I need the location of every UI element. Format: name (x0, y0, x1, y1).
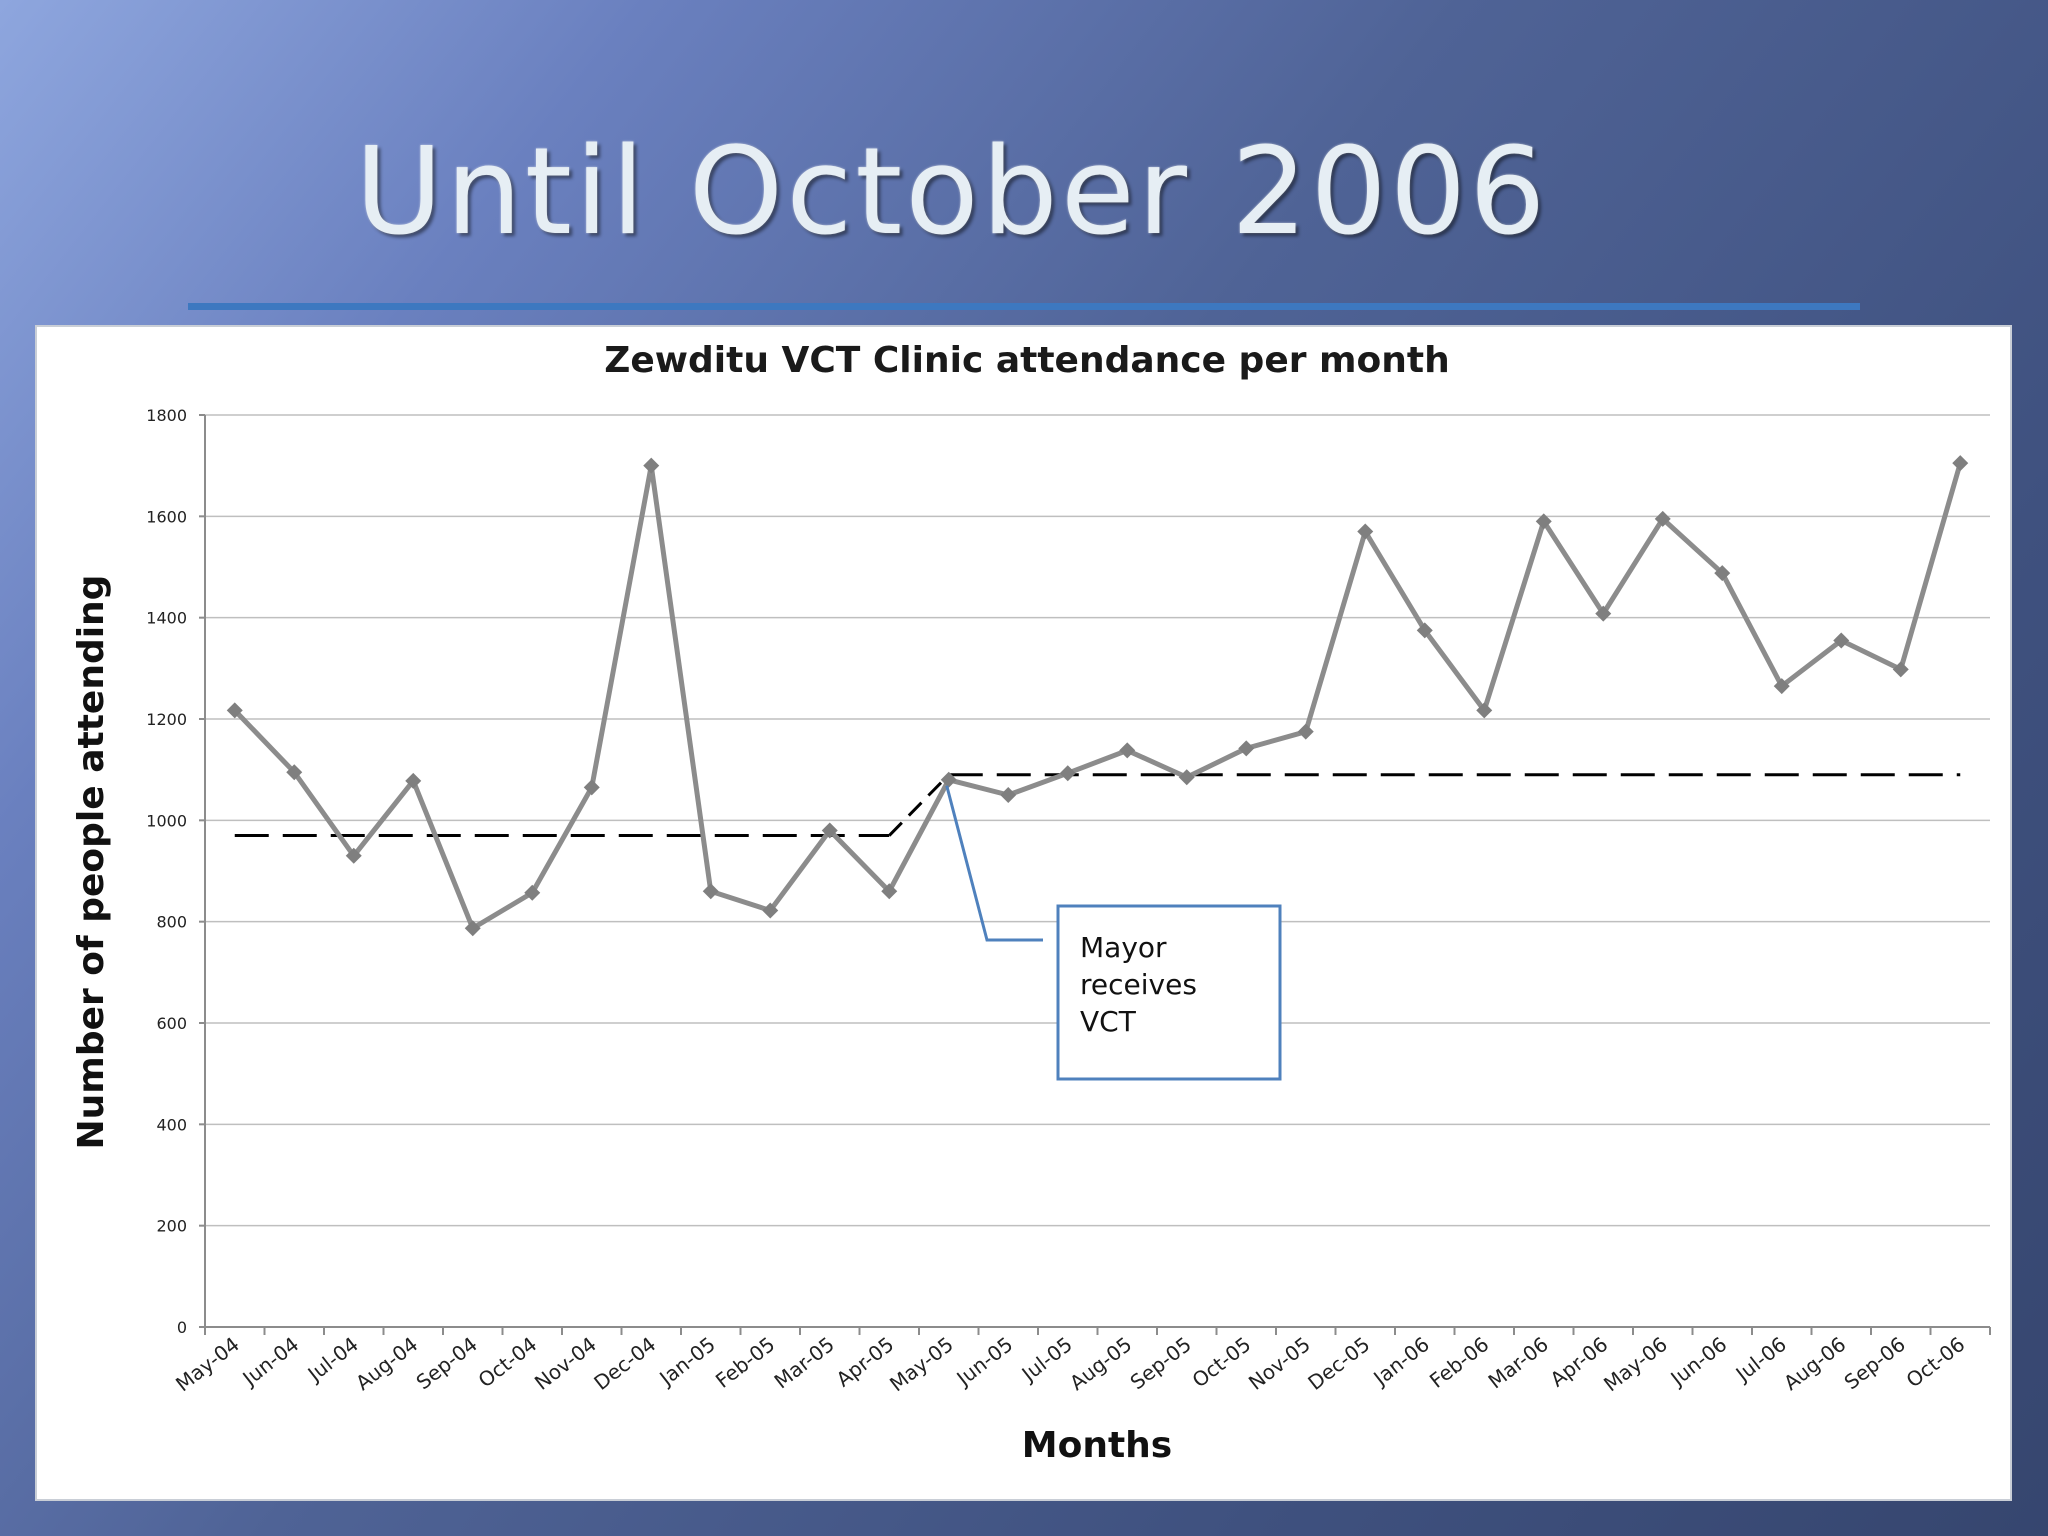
x-tick-label: Oct-05 (1188, 1332, 1256, 1392)
x-axis-title: Months (1022, 1425, 1172, 1466)
x-tick-label: Sep-05 (1126, 1332, 1196, 1394)
x-tick-label: Feb-06 (1425, 1332, 1493, 1393)
data-point-Sep-06 (1892, 661, 1909, 678)
y-tick-label: 1800 (146, 406, 187, 425)
chart-panel: Zewditu VCT Clinic attendance per month … (35, 325, 2012, 1501)
data-point-May-04 (226, 702, 243, 719)
x-tick-label: Sep-04 (412, 1332, 482, 1394)
x-tick-label: Nov-04 (530, 1332, 601, 1395)
data-point-Dec-05 (1357, 523, 1374, 540)
data-point-Apr-06 (1595, 605, 1612, 622)
data-point-Sep-04 (464, 920, 481, 937)
data-point-Nov-05 (1297, 723, 1314, 740)
data-point-Mar-05 (821, 822, 838, 839)
data-point-Jun-06 (1714, 565, 1731, 582)
x-tick-label: Mar-06 (1484, 1332, 1553, 1393)
x-tick-label: Jun-05 (951, 1332, 1018, 1391)
title-underline (188, 303, 1860, 310)
data-point-Jan-06 (1416, 622, 1433, 639)
callout-text-line: Mayor (1080, 931, 1167, 964)
data-point-Aug-04 (405, 772, 422, 789)
callout-text-line: receives (1080, 968, 1197, 1001)
y-tick-label: 1600 (146, 507, 187, 526)
data-point-Jan-05 (702, 883, 719, 900)
x-tick-label: Sep-06 (1840, 1332, 1910, 1394)
callout-text-line: VCT (1080, 1005, 1137, 1038)
y-tick-label: 800 (156, 913, 187, 932)
data-point-May-06 (1654, 510, 1671, 527)
callout-leader-line (945, 785, 1043, 942)
gridlines (205, 414, 1990, 1328)
data-point-Jul-04 (345, 847, 362, 864)
attendance-series (226, 455, 1969, 937)
data-point-Aug-06 (1833, 632, 1850, 649)
data-point-Feb-06 (1476, 702, 1493, 719)
data-point-Sep-05 (1178, 769, 1195, 786)
axes (199, 414, 1991, 1335)
x-tick-label: Oct-04 (474, 1332, 542, 1392)
y-tick-labels: 0 200 400 600 800 1000 1200 1400 1600 1800 (146, 406, 187, 1337)
x-tick-label: May-04 (171, 1332, 244, 1396)
data-point-Oct-06 (1952, 455, 1969, 472)
x-tick-label: Dec-05 (1303, 1332, 1374, 1395)
attendance-line (232, 462, 1963, 931)
y-tick-label: 1000 (146, 811, 187, 830)
x-tick-label: Jun-06 (1665, 1332, 1732, 1391)
chart-title: Zewditu VCT Clinic attendance per month (604, 340, 1450, 381)
x-tick-label: Feb-05 (711, 1332, 779, 1393)
y-tick-label: 1200 (146, 710, 187, 729)
attendance-line-chart: Zewditu VCT Clinic attendance per month … (71, 340, 1991, 1466)
baseline-step (888, 773, 950, 837)
y-tick-label: 600 (156, 1014, 187, 1033)
mayor-callout: Mayor receives VCT (945, 785, 1282, 1081)
callout-box (1056, 904, 1282, 1081)
data-point-May-05 (940, 771, 957, 788)
baseline-lines (234, 773, 1961, 838)
x-tick-label: Oct-06 (1902, 1332, 1970, 1392)
y-tick-label: 200 (156, 1217, 187, 1236)
y-tick-label: 1400 (146, 609, 187, 628)
data-point-Oct-05 (1238, 740, 1255, 757)
x-tick-label: Aug-04 (351, 1332, 422, 1395)
data-point-Aug-05 (1119, 742, 1136, 759)
x-tick-label: Aug-05 (1065, 1332, 1136, 1395)
x-tick-label: Dec-04 (589, 1332, 660, 1395)
data-point-Apr-05 (881, 883, 898, 900)
slide-title: Until October 2006 (355, 123, 1549, 262)
data-point-Feb-05 (762, 902, 779, 919)
x-tick-label: Jan-05 (653, 1332, 719, 1391)
data-point-Dec-04 (643, 457, 660, 474)
x-tick-label: Jun-04 (237, 1332, 304, 1391)
y-tick-label: 0 (177, 1318, 187, 1337)
x-tick-label: May-05 (885, 1332, 958, 1396)
data-point-Nov-04 (583, 779, 600, 796)
data-point-Jun-04 (286, 764, 303, 781)
y-axis-title: Number of people attending (71, 575, 112, 1150)
x-tick-label: Mar-05 (770, 1332, 839, 1393)
data-point-Mar-06 (1535, 513, 1552, 530)
data-point-Jul-06 (1773, 678, 1790, 695)
x-tick-label: Nov-05 (1244, 1332, 1315, 1395)
x-tick-label: Jan-06 (1367, 1332, 1433, 1391)
data-point-Oct-04 (524, 884, 541, 901)
y-tick-label: 400 (156, 1115, 187, 1134)
data-point-Jun-05 (1000, 787, 1017, 803)
x-tick-label: May-06 (1599, 1332, 1672, 1396)
data-point-Jul-05 (1059, 765, 1076, 782)
x-tick-label: Aug-06 (1779, 1332, 1850, 1395)
